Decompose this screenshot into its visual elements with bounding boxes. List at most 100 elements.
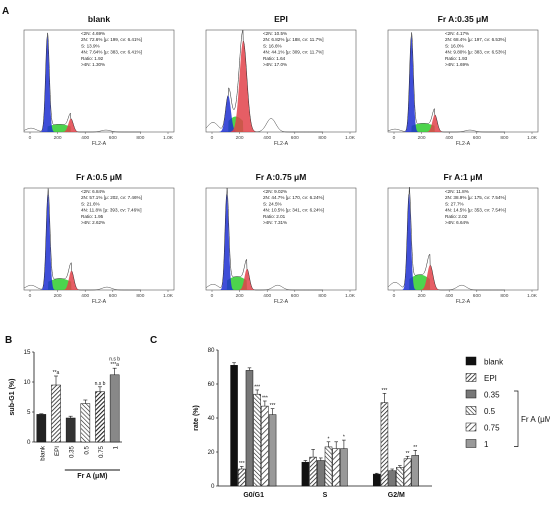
chart-c-legend-bracket [514, 390, 519, 447]
chart-c-legend-label: 1 [484, 440, 489, 449]
flow-x-axis-label: FL2-A [274, 141, 289, 147]
chart-c-bar [301, 461, 310, 487]
flow-stat-line: 2N: 6.82% [μ: 188, cv: 11.7%] [263, 37, 324, 42]
chart-b-x-tick-label: 1 [113, 445, 120, 449]
flow-x-tick-label: 0 [211, 135, 214, 141]
flow-stat-line: 4N: 10.5% [μ: 341, cv: 6.24%] [263, 208, 324, 213]
chart-c-significance: * [328, 436, 330, 442]
chart-b-bar [65, 417, 76, 443]
flow-plot-frame [23, 29, 175, 133]
chart-b-bar [36, 414, 47, 443]
flow-fill [40, 36, 55, 132]
flow-x-axis-label: FL2-A [456, 299, 471, 305]
flow-histogram-outline [23, 188, 141, 291]
flow-x-tick-label: 400 [445, 293, 453, 299]
chart-b-x-tick-label: 0.75 [98, 445, 105, 458]
flow-stat-line: >4N: 6.64% [445, 220, 469, 225]
chart-c-legend-swatch [465, 422, 477, 432]
chart-c-significance: *** [382, 388, 388, 394]
flow-x-tick-label: 0 [393, 293, 396, 299]
chart-c-y-label: rate (%) [193, 405, 200, 431]
flow-histogram-outline [387, 32, 505, 133]
chart-c-x-tick-label: G0/G1 [243, 492, 264, 499]
flow-stat-line: >4N: 2.62% [81, 220, 105, 225]
chart-b-x-tick-label: blank [39, 445, 46, 461]
chart-c-bar [340, 448, 348, 487]
flow-fill [62, 118, 80, 132]
flow-panel: blank 0 200 400 600 800 1.0K FL2-A <2N: 4.69%2N:… [23, 14, 175, 147]
flow-x-tick-label: 800 [136, 135, 144, 141]
chart-b-y-tick-label: 10 [24, 379, 31, 386]
flow-x-tick-label: 1.0K [163, 293, 174, 299]
flow-stat-line: Ratio: 2.02 [445, 214, 468, 219]
flow-x-tick-label: 600 [473, 135, 481, 141]
flow-panel-title: Fr A:0.5 μM [76, 172, 122, 182]
flow-x-tick-label: 400 [445, 135, 453, 141]
chart-c-y-tick-label: 0 [211, 483, 215, 490]
flow-stat-line: <2N: 10.5% [263, 31, 287, 36]
flow-stat-line: <2N: 11.8% [445, 189, 469, 194]
chart-c-bar [332, 448, 340, 487]
flow-panel-title: Fr A:1 μM [444, 172, 483, 182]
flow-panels: blank 0 200 400 600 800 1.0K FL2-A <2N: 4.69% 2N:… [23, 14, 539, 305]
flow-x-axis-label: FL2-A [456, 141, 471, 147]
chart-c-bar [309, 456, 317, 487]
flow-x-tick-label: 600 [473, 293, 481, 299]
flow-x-tick-label: 800 [318, 135, 326, 141]
chart-c-x-tick-label: S [323, 492, 328, 499]
chart-b: 0 5 10 15 sub-G1 (%) blank EPI **a 0.35 0.5 0.75 n.… [9, 349, 122, 480]
flow-x-axis-label: FL2-A [92, 299, 107, 305]
flow-histogram-outline [205, 29, 323, 133]
flow-panel-title: blank [88, 14, 110, 24]
chart-c-significance: *** [254, 384, 260, 390]
flow-fill [40, 194, 56, 290]
chart-c-y-tick-label: 20 [208, 449, 215, 456]
panel-b-label: B [5, 335, 12, 346]
flow-x-tick-label: 800 [500, 293, 508, 299]
chart-b-bar [80, 403, 91, 443]
flow-plot-frame [387, 29, 539, 133]
flow-fill [218, 95, 239, 132]
flow-x-tick-label: 1.0K [345, 135, 356, 141]
chart-c-bar [317, 460, 325, 487]
chart-c-bar [411, 455, 419, 487]
flow-panel: EPI 0 200 400 600 800 1.0K FL2-A <2N: 10.5%2N: 6… [205, 14, 357, 147]
chart-c-y-tick-label: 60 [208, 381, 215, 388]
flow-panel-title: EPI [274, 14, 288, 24]
flow-stat-line: 4N: 44.1% [μ: 309, cv: 11.7%] [263, 50, 324, 55]
chart-c-legend-swatch [465, 356, 477, 366]
flow-panel-title: Fr A:0.35 μM [438, 14, 489, 24]
flow-stat-line: <2N: 4.69% [81, 31, 105, 36]
flow-stat-line: Ratio: 1.93 [445, 56, 468, 61]
flow-stat-line: >4N: 7.31% [263, 220, 287, 225]
chart-c-significance: *** [239, 461, 245, 467]
chart-c-legend-swatch [465, 439, 477, 448]
flow-stat-line: <2N: 4.17% [445, 31, 469, 36]
chart-b-annotation: **a [53, 370, 60, 376]
flow-panel: Fr A:0.75 μM 0 200 400 600 800 1.0K FL2-A <2N: 9… [205, 172, 357, 305]
chart-b-x-tick-label: 0.5 [83, 445, 90, 454]
chart-c-bar [396, 467, 404, 487]
flow-panel-title: Fr A:0.75 μM [256, 172, 307, 182]
flow-x-tick-label: 400 [263, 293, 271, 299]
flow-x-tick-label: 600 [109, 135, 117, 141]
flow-x-tick-label: 1.0K [345, 293, 356, 299]
chart-b-x-tick-label: 0.35 [69, 445, 76, 458]
chart-c-legend-label: blank [484, 358, 504, 367]
flow-stat-line: S: 21.6% [81, 201, 100, 206]
flow-x-axis-label: FL2-A [92, 141, 107, 147]
flow-x-tick-label: 600 [109, 293, 117, 299]
flow-x-tick-label: 0 [211, 293, 214, 299]
flow-x-tick-label: 200 [418, 135, 426, 141]
flow-histogram-outline [205, 187, 323, 291]
flow-stat-line: 4N: 7.64% [μ: 383, cv: 6.41%] [81, 50, 142, 55]
flow-fill [219, 194, 234, 290]
flow-plot-frame [387, 187, 539, 291]
chart-c-legend-label: 0.5 [484, 407, 496, 416]
flow-stat-line: Ratio: 1.64 [263, 56, 286, 61]
flow-stat-line: S: 27.7% [445, 201, 464, 206]
chart-b-annotation: n.s b [109, 357, 120, 363]
flow-x-tick-label: 200 [236, 135, 244, 141]
chart-c-bar [245, 370, 254, 487]
flow-stat-line: 4N: 9.80% [μ: 383, cv: 6.53%] [445, 50, 506, 55]
